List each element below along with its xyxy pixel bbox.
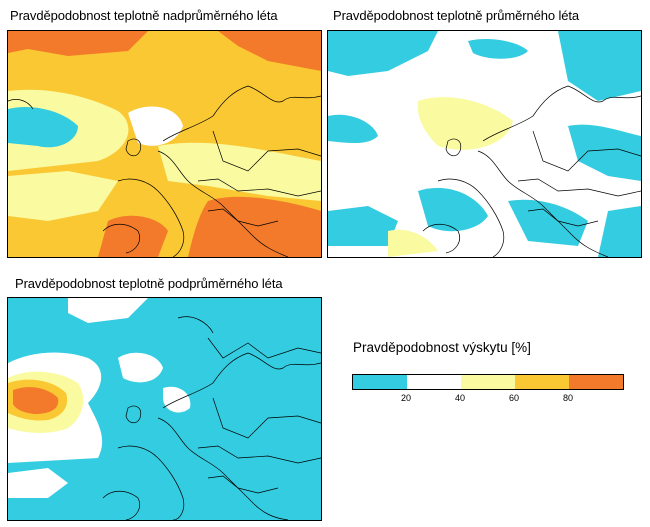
prob-field-white <box>118 352 163 383</box>
map-panel-below <box>7 297 322 521</box>
prob-field-cyan <box>328 31 438 76</box>
prob-field-cyan <box>598 206 641 257</box>
legend-title: Pravděpodobnost výskytu [%] <box>353 340 531 355</box>
coastlines <box>422 85 641 257</box>
prob-field-white <box>8 468 68 498</box>
map-below-svg <box>8 298 321 520</box>
map-panel-above <box>7 30 322 258</box>
prob-field-cyan <box>328 114 378 144</box>
prob-field-orange <box>218 31 321 71</box>
prob-field-yellow <box>417 97 513 150</box>
prob-field-white <box>68 298 148 323</box>
legend-swatch-80-100 <box>569 375 623 389</box>
panel-title-below: Pravděpodobnost teplotně podprůměrného l… <box>15 276 283 291</box>
prob-field-cyan <box>328 206 398 246</box>
coastlines <box>102 316 321 520</box>
prob-field-cyan <box>418 187 488 232</box>
legend-swatch-60-80 <box>515 375 569 389</box>
prob-field-cyan <box>568 124 641 181</box>
map-above-svg <box>8 31 321 257</box>
prob-field-cyan <box>508 199 588 246</box>
prob-field-cyan <box>468 39 528 59</box>
legend-tick-60: 60 <box>508 393 520 403</box>
prob-field-orange <box>13 387 59 414</box>
legend-swatch-20-40 <box>407 375 461 389</box>
legend-colorbar <box>352 374 624 390</box>
prob-field-yellow <box>8 171 118 221</box>
prob-field-white <box>128 106 183 146</box>
map-panel-normal <box>327 30 642 258</box>
panel-title-above: Pravděpodobnost teplotně nadprůměrného l… <box>10 8 278 23</box>
panel-title-normal: Pravděpodobnost teplotně průměrného léta <box>333 8 580 23</box>
prob-field-cyan <box>8 106 78 148</box>
prob-field-orange <box>98 215 168 257</box>
legend-tick-80: 80 <box>562 393 574 403</box>
legend-swatch-0-20 <box>353 375 407 389</box>
legend-tick-20: 20 <box>400 393 412 403</box>
legend-swatch-40-60 <box>461 375 515 389</box>
prob-field-orange <box>188 196 321 257</box>
prob-field-yellow <box>158 142 321 201</box>
legend-tick-40: 40 <box>454 393 466 403</box>
prob-field-orange <box>8 31 148 56</box>
prob-field-cyan <box>558 31 641 101</box>
prob-field-yellow <box>388 229 438 257</box>
map-normal-svg <box>328 31 641 257</box>
coastlines <box>8 85 321 257</box>
prob-field-white <box>163 386 191 413</box>
